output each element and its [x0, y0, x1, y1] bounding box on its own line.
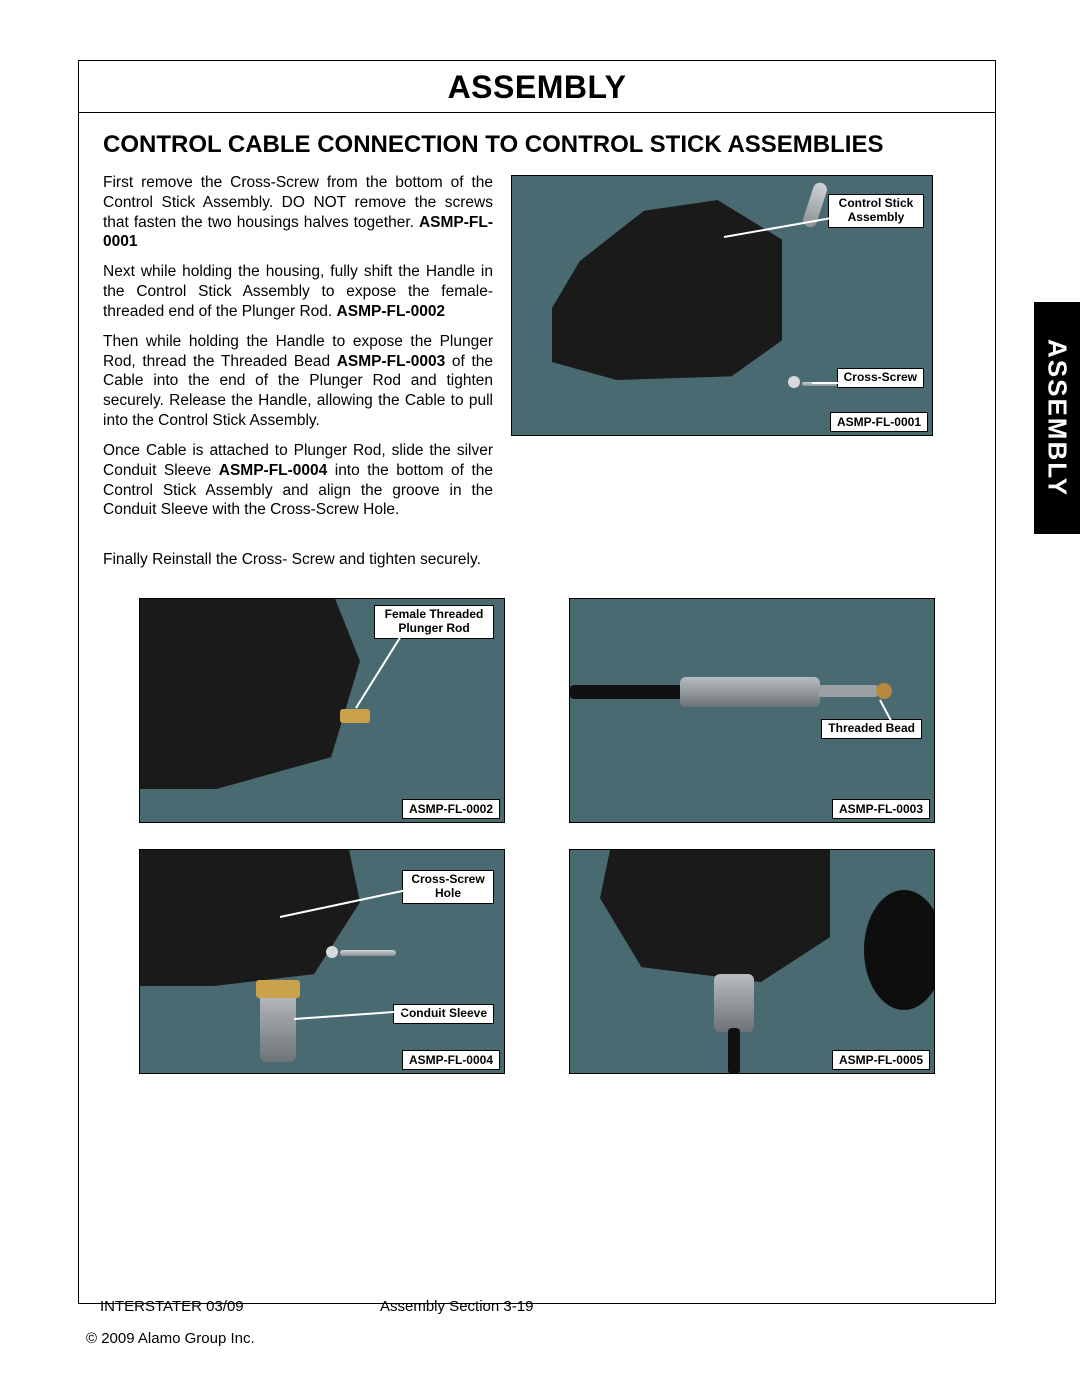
para-3: Then while holding the Handle to expose …	[103, 332, 493, 431]
callout-cross-screw: Cross-Screw	[837, 368, 924, 388]
para-1: First remove the Cross-Screw from the bo…	[103, 173, 493, 252]
page-frame: ASSEMBLY CONTROL CABLE CONNECTION TO CON…	[78, 60, 996, 1304]
caption-0004: ASMP-FL-0004	[402, 1050, 500, 1070]
callout-control-stick: Control StickAssembly	[828, 194, 924, 228]
footer-center: Assembly Section 3-19	[380, 1298, 533, 1315]
page-title: ASSEMBLY	[79, 69, 995, 106]
ref-0003: ASMP-FL-0003	[337, 353, 446, 370]
caption-0001: ASMP-FL-0001	[830, 412, 928, 432]
caption-0005: ASMP-FL-0005	[832, 1050, 930, 1070]
para-2: Next while holding the housing, fully sh…	[103, 262, 493, 321]
figure-0003: Threaded Bead ASMP-FL-0003	[569, 598, 935, 823]
figure-0002: Female ThreadedPlunger Rod ASMP-FL-0002	[139, 598, 505, 823]
callout-sleeve: Conduit Sleeve	[393, 1004, 494, 1024]
figure-0004: Cross-ScrewHole Conduit Sleeve ASMP-FL-0…	[139, 849, 505, 1074]
side-tab: ASSEMBLY	[1034, 302, 1080, 534]
caption-0002: ASMP-FL-0002	[402, 799, 500, 819]
top-two-col: First remove the Cross-Screw from the bo…	[103, 173, 971, 530]
callout-hole: Cross-ScrewHole	[402, 870, 494, 904]
callout-plunger-rod: Female ThreadedPlunger Rod	[374, 605, 494, 639]
figure-0005: ASMP-FL-0005	[569, 849, 935, 1074]
section-heading: CONTROL CABLE CONNECTION TO CONTROL STIC…	[103, 131, 971, 159]
title-box: ASSEMBLY	[79, 61, 995, 113]
caption-0003: ASMP-FL-0003	[832, 799, 930, 819]
footer-left: INTERSTATER 03/09	[100, 1298, 380, 1315]
copyright: © 2009 Alamo Group Inc.	[86, 1330, 255, 1347]
ref-0004: ASMP-FL-0004	[219, 462, 328, 479]
figure-0001: Control StickAssembly Cross-Screw ASMP-F…	[511, 175, 933, 436]
para-5: Finally Reinstall the Cross- Screw and t…	[103, 550, 971, 570]
footer: INTERSTATER 03/09 Assembly Section 3-19	[100, 1298, 980, 1315]
ref-0002: ASMP-FL-0002	[337, 303, 446, 320]
figure-grid: Female ThreadedPlunger Rod ASMP-FL-0002 …	[103, 598, 971, 1074]
para-4: Once Cable is attached to Plunger Rod, s…	[103, 441, 493, 520]
callout-bead: Threaded Bead	[821, 719, 922, 739]
instruction-text: First remove the Cross-Screw from the bo…	[103, 173, 493, 530]
content-area: CONTROL CABLE CONNECTION TO CONTROL STIC…	[79, 113, 995, 1303]
